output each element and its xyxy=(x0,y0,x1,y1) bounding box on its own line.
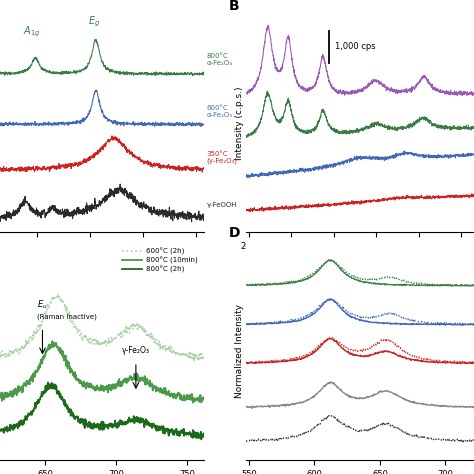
X-axis label: n Shift (cm$^{-1}$): n Shift (cm$^{-1}$) xyxy=(70,256,134,270)
Text: α-Fe₂O₃: α-Fe₂O₃ xyxy=(207,112,232,118)
Text: (Raman inactive): (Raman inactive) xyxy=(37,313,97,320)
Text: 800°C: 800°C xyxy=(207,53,228,59)
Text: $E_u$: $E_u$ xyxy=(37,299,47,311)
Text: B: B xyxy=(228,0,239,13)
X-axis label: Raman Shift (cm$^{-1}$): Raman Shift (cm$^{-1}$) xyxy=(315,256,405,270)
Text: 1,000 cps: 1,000 cps xyxy=(335,43,375,51)
Text: $E_g$: $E_g$ xyxy=(88,15,100,29)
Text: $A_{1g}$: $A_{1g}$ xyxy=(23,25,41,39)
Text: 600°C: 600°C xyxy=(207,105,228,111)
Text: γ-FeOOH: γ-FeOOH xyxy=(207,202,237,208)
Text: 350°C: 350°C xyxy=(207,151,228,157)
Legend: 600°C (2h), 800°C (10min), 800°C (2h): 600°C (2h), 800°C (10min), 800°C (2h) xyxy=(118,245,201,276)
Text: γ-Fe₂O₃: γ-Fe₂O₃ xyxy=(122,346,150,355)
Text: D: D xyxy=(228,227,240,240)
Text: (γ-Fe₂O₃): (γ-Fe₂O₃) xyxy=(207,158,237,164)
Y-axis label: Normalized Intensity: Normalized Intensity xyxy=(235,304,244,398)
Text: α-Fe₂O₃: α-Fe₂O₃ xyxy=(207,60,232,65)
Y-axis label: Intensity (c.p.s.): Intensity (c.p.s.) xyxy=(235,86,244,160)
